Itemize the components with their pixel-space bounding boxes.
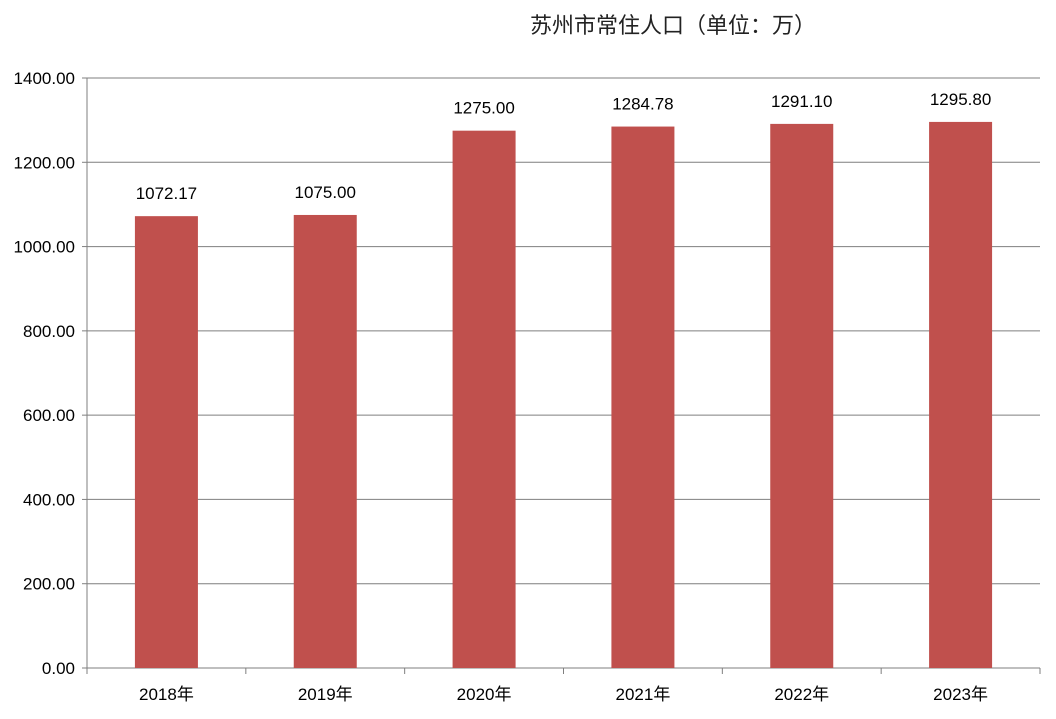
x-tick-label: 2021年 <box>616 685 671 704</box>
y-tick-label: 0.00 <box>42 659 75 678</box>
y-tick-label: 800.00 <box>23 322 75 341</box>
x-tick-label: 2023年 <box>933 685 988 704</box>
x-tick-label: 2018年 <box>139 685 194 704</box>
bar <box>770 123 834 669</box>
bar <box>134 216 198 668</box>
y-tick-label: 1000.00 <box>14 238 75 257</box>
x-tick-label: 2020年 <box>457 685 512 704</box>
chart-title: 苏州市常住人口（单位：万） <box>530 14 817 39</box>
data-label: 1072.17 <box>136 184 197 203</box>
data-label: 1275.00 <box>453 99 514 118</box>
y-tick-label: 1400.00 <box>14 69 75 88</box>
data-label: 1284.78 <box>612 95 673 114</box>
x-tick-label: 2019年 <box>298 685 353 704</box>
x-tick-label: 2022年 <box>774 685 829 704</box>
data-label: 1295.80 <box>930 90 991 109</box>
data-label: 1291.10 <box>771 92 832 111</box>
bar <box>929 121 993 669</box>
y-tick-label: 200.00 <box>23 575 75 594</box>
bar <box>293 214 357 668</box>
y-tick-label: 600.00 <box>23 406 75 425</box>
y-tick-label: 400.00 <box>23 490 75 509</box>
bar <box>452 130 516 668</box>
bar <box>611 126 675 668</box>
data-label: 1075.00 <box>295 183 356 202</box>
y-tick-label: 1200.00 <box>14 153 75 172</box>
